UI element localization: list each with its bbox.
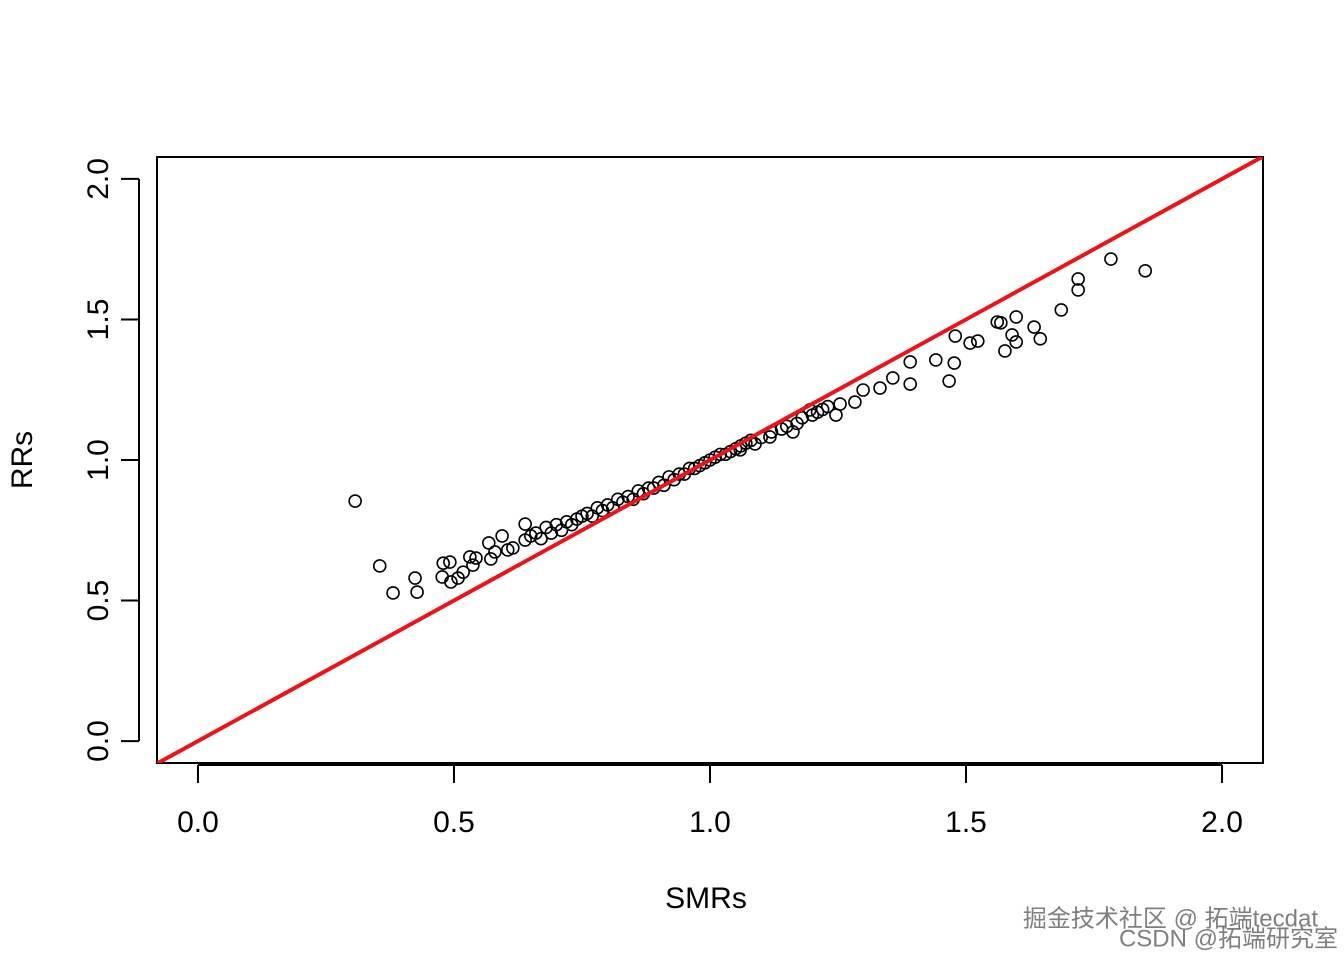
y-tick-label: 0.5 [82,580,115,622]
x-tick-label: 0.5 [433,806,475,839]
point [970,334,985,348]
point [885,371,900,385]
point [484,552,498,566]
point [1027,320,1041,334]
point [833,397,847,411]
point [856,383,870,397]
point [942,374,956,388]
reference-line [157,157,1263,763]
point [795,411,809,425]
point [713,447,728,462]
point [903,355,918,369]
x-tick-label: 1.0 [689,806,731,839]
point [947,356,962,370]
point [1071,283,1085,297]
x-tick-label: 1.5 [945,806,987,839]
point [763,430,777,444]
watermark: CSDN @拓端研究室 [1119,925,1338,952]
point [372,559,387,573]
point [518,517,532,531]
point [1005,328,1019,342]
point [444,575,458,589]
point [1071,272,1085,286]
point [348,494,362,508]
y-tick-label: 1.0 [82,439,115,481]
point [1054,303,1069,317]
point [998,344,1012,358]
point [436,556,451,570]
point [463,550,477,564]
x-tick-label: 0.0 [177,806,219,839]
point [1138,264,1153,278]
point [495,529,509,543]
point [410,585,424,599]
point [786,425,800,439]
y-tick-label: 0.0 [82,720,115,762]
point [948,329,963,343]
point [481,536,496,550]
point [748,437,762,451]
x-axis-label: SMRs [665,882,747,915]
point [1033,332,1048,346]
point [994,316,1008,330]
point [443,555,457,569]
x-tick-label: 2.0 [1201,806,1243,839]
point [1009,310,1023,324]
y-tick-label: 1.5 [82,299,115,341]
point [469,551,483,565]
point [408,571,422,585]
point [506,541,520,555]
point [963,336,977,350]
point [456,565,470,579]
point [534,531,548,546]
point [386,586,400,600]
point [873,381,887,395]
point [903,377,918,391]
y-axis-label: RRs [6,431,39,489]
plot-frame [156,156,1264,764]
point [1104,252,1118,266]
watermark: 掘金技术社区 @ 拓端tecdat [1023,905,1318,932]
point [848,395,862,409]
y-tick-label: 2.0 [82,158,115,200]
point [488,545,502,559]
point [929,353,943,367]
point [1009,335,1023,349]
point [466,558,480,572]
